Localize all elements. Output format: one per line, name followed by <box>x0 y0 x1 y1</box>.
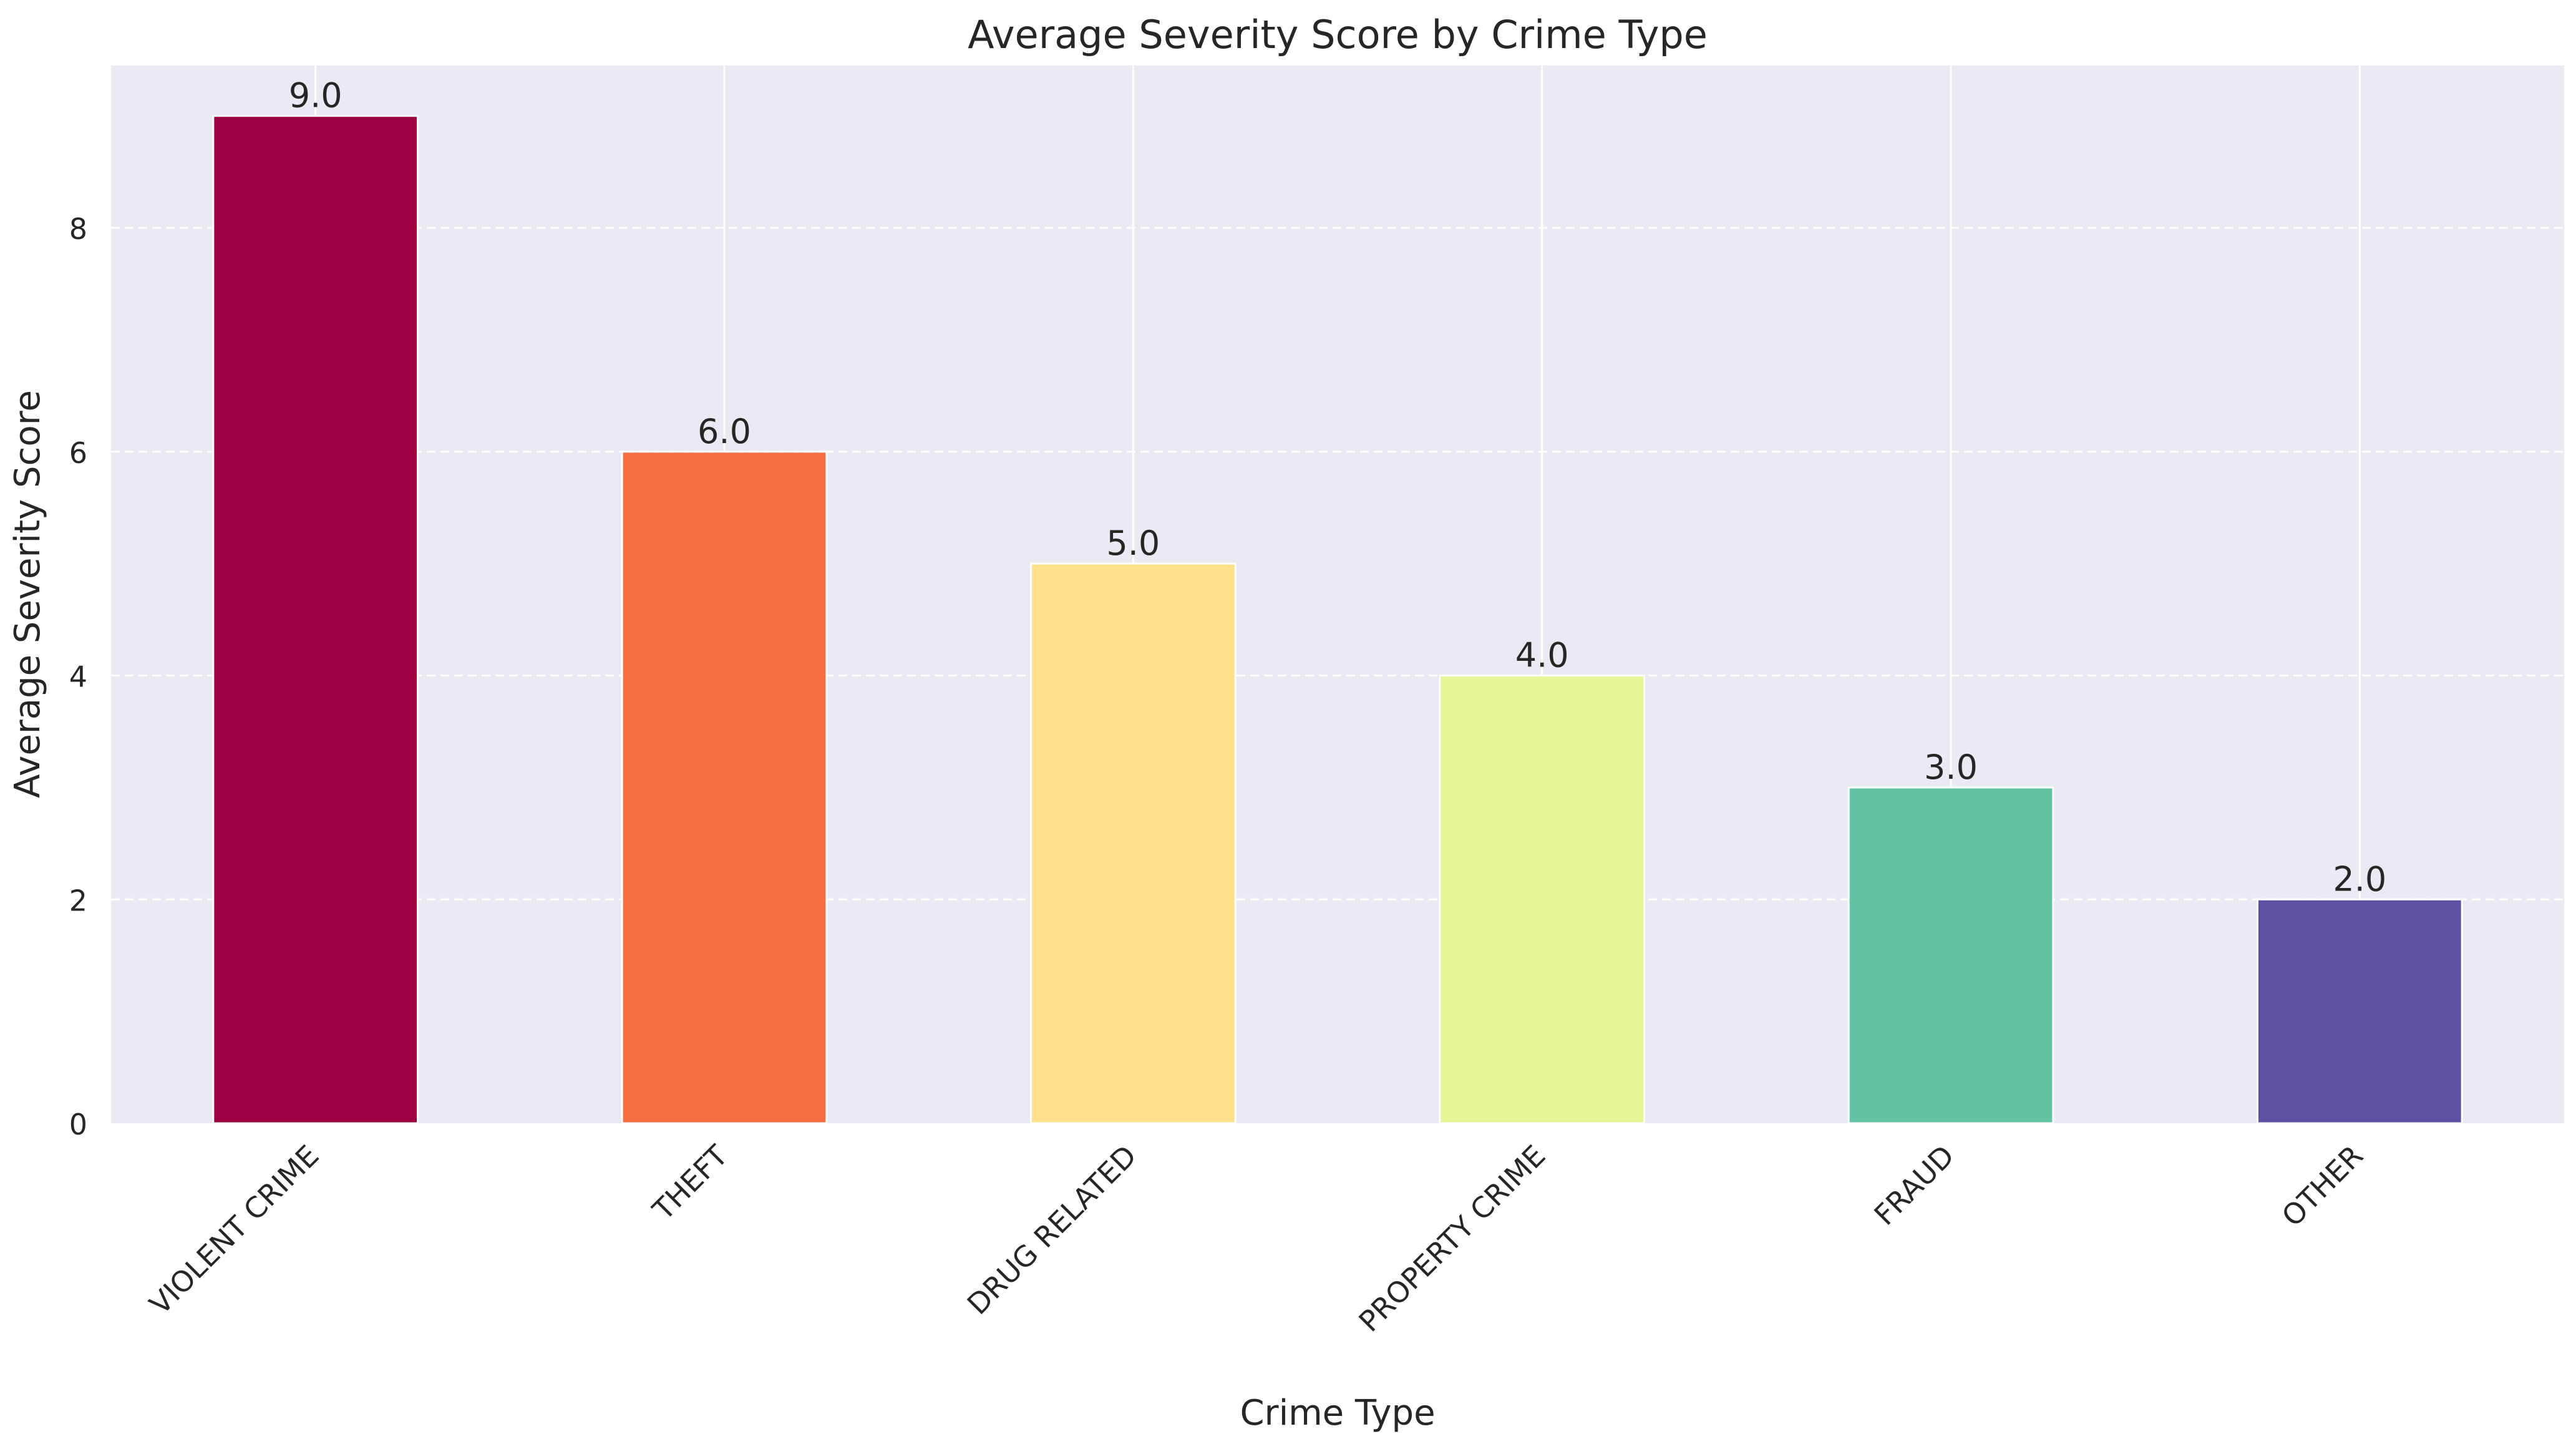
bar <box>212 115 419 1125</box>
y-tick-label: 4 <box>69 660 87 694</box>
bar <box>1439 675 1645 1125</box>
bar-value-labels: 9.0 6.0 5.0 4.0 3.0 2.0 <box>289 76 2387 899</box>
bar <box>621 451 828 1125</box>
bar-value-label: 4.0 <box>1515 636 1569 675</box>
y-tick-label: 6 <box>69 436 87 470</box>
plot-area <box>111 66 2564 1123</box>
y-axis-label: Average Severity Score <box>7 390 48 798</box>
bar-value-label: 2.0 <box>2333 859 2386 899</box>
bar-value-label: 9.0 <box>289 76 343 115</box>
y-tick-label: 0 <box>69 1108 87 1141</box>
y-tick-label: 2 <box>69 884 87 917</box>
bar <box>1847 786 2054 1125</box>
y-axis-ticks: 0 2 4 6 8 <box>69 212 87 1141</box>
bar <box>2257 898 2463 1125</box>
bar <box>1030 562 1237 1125</box>
bar-value-label: 6.0 <box>697 412 751 451</box>
x-axis-label: Crime Type <box>1240 1393 1435 1433</box>
bar-value-label: 3.0 <box>1924 748 1978 787</box>
bars <box>212 115 2463 1125</box>
bar-value-label: 5.0 <box>1106 524 1160 563</box>
chart-title: Average Severity Score by Crime Type <box>968 12 1708 57</box>
y-tick-label: 8 <box>69 212 87 246</box>
